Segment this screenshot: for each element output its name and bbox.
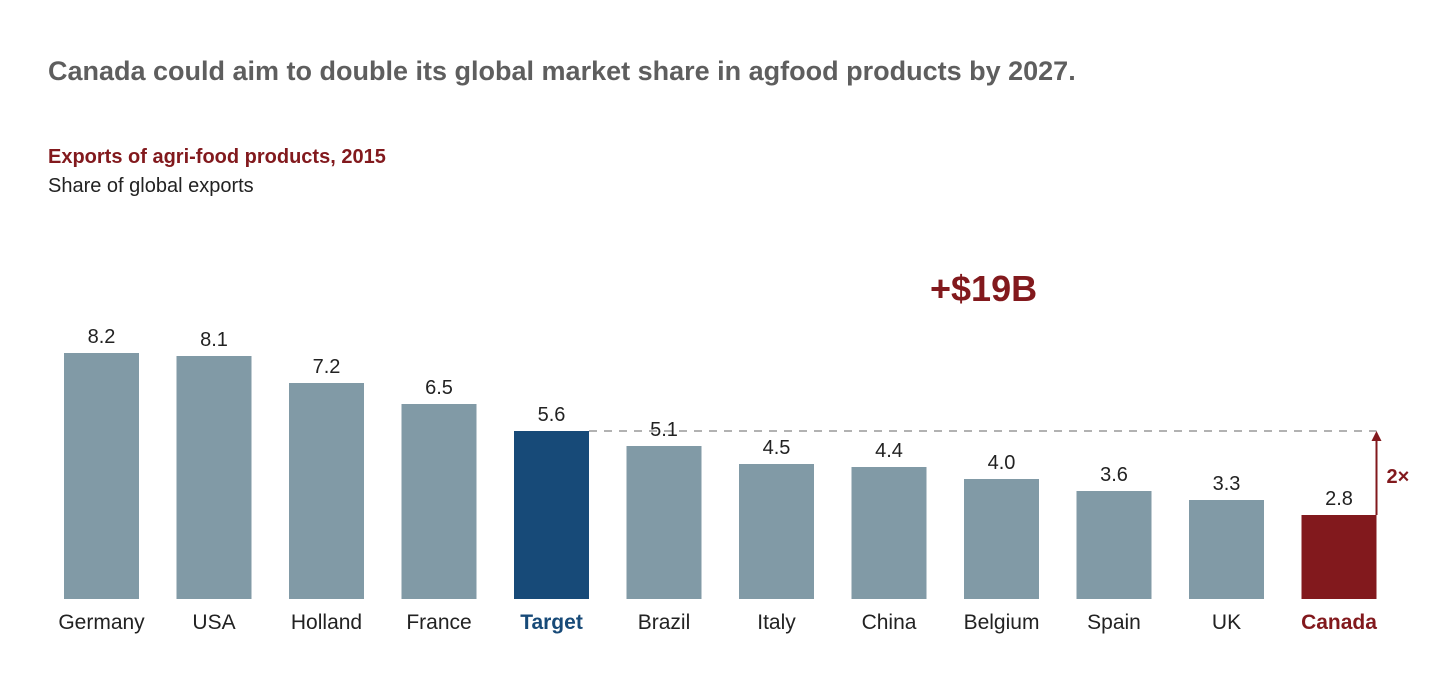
category-label-france: France bbox=[406, 611, 471, 634]
bar-spain bbox=[1076, 491, 1152, 599]
chart-title: Exports of agri-food products, 2015 bbox=[48, 146, 386, 168]
category-label-uk: UK bbox=[1212, 611, 1241, 634]
bar-france bbox=[401, 404, 477, 599]
category-label-italy: Italy bbox=[757, 611, 796, 634]
value-label-canada: 2.8 bbox=[1325, 488, 1353, 510]
category-label-target: Target bbox=[520, 611, 583, 634]
bar-italy bbox=[739, 464, 814, 599]
category-label-china: China bbox=[862, 611, 917, 634]
bar-usa bbox=[176, 356, 252, 599]
value-label-china: 4.4 bbox=[875, 440, 903, 462]
value-label-target: 5.6 bbox=[538, 404, 566, 426]
bar-brazil bbox=[626, 446, 702, 599]
value-label-holland: 7.2 bbox=[313, 356, 341, 378]
value-label-uk: 3.3 bbox=[1213, 473, 1241, 495]
category-label-holland: Holland bbox=[291, 611, 362, 634]
category-label-belgium: Belgium bbox=[964, 611, 1040, 634]
value-label-brazil: 5.1 bbox=[650, 419, 678, 441]
bar-china bbox=[851, 467, 927, 599]
arrow-head-icon bbox=[1371, 431, 1382, 441]
value-label-germany: 8.2 bbox=[88, 326, 116, 348]
value-label-italy: 4.5 bbox=[763, 437, 791, 459]
category-label-germany: Germany bbox=[58, 611, 145, 634]
bar-germany bbox=[64, 353, 139, 599]
value-label-belgium: 4.0 bbox=[988, 452, 1016, 474]
bar-target bbox=[514, 431, 589, 599]
bar-holland bbox=[289, 383, 364, 599]
category-label-canada: Canada bbox=[1301, 611, 1377, 634]
multiplier-label: 2× bbox=[1387, 466, 1410, 488]
value-label-spain: 3.6 bbox=[1100, 464, 1128, 486]
category-label-usa: USA bbox=[192, 611, 235, 634]
value-label-usa: 8.1 bbox=[200, 329, 228, 351]
bar-canada bbox=[1301, 515, 1377, 599]
bar-uk bbox=[1189, 500, 1264, 599]
gain-annotation: +$19B bbox=[930, 268, 1038, 309]
category-label-brazil: Brazil bbox=[638, 611, 691, 634]
value-label-france: 6.5 bbox=[425, 377, 453, 399]
headline: Canada could aim to double its global ma… bbox=[48, 56, 1076, 86]
bar-belgium bbox=[964, 479, 1039, 599]
category-label-spain: Spain bbox=[1087, 611, 1141, 634]
chart-subtitle: Share of global exports bbox=[48, 175, 254, 197]
